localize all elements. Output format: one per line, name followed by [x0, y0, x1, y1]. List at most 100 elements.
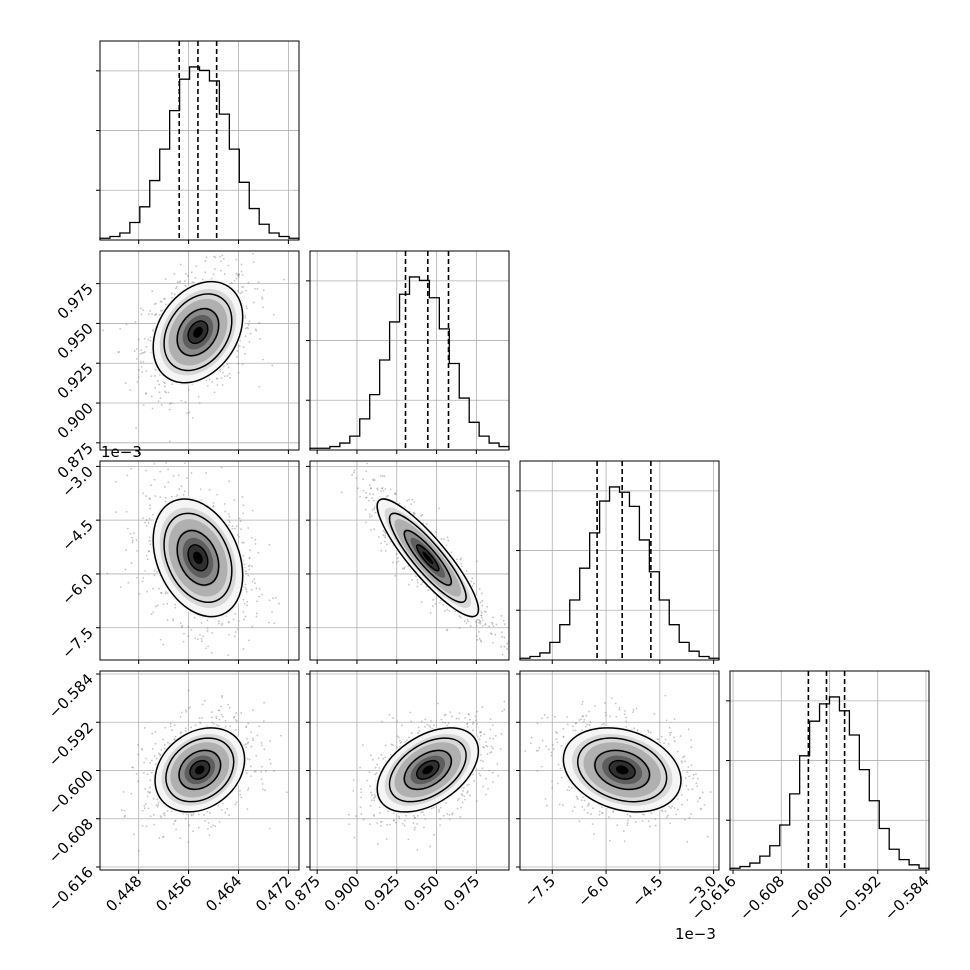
scatter-point: [503, 700, 506, 703]
scatter-point: [180, 711, 183, 714]
scatter-point: [149, 791, 152, 794]
scatter-point: [126, 527, 129, 530]
scatter-point: [394, 821, 397, 824]
scatter-point: [414, 826, 417, 829]
scatter-point: [258, 322, 261, 324]
scatter-point: [165, 591, 167, 593]
scatter-point: [204, 819, 206, 822]
scatter-point: [194, 277, 197, 279]
pair-panel-1-3: [306, 670, 510, 874]
scatter-point: [238, 345, 241, 348]
scatter-point: [213, 255, 216, 258]
scatter-point: [371, 758, 374, 761]
scatter-point: [205, 379, 208, 382]
scatter-point: [245, 726, 248, 729]
scatter-point: [102, 329, 104, 332]
scatter-point: [220, 705, 222, 708]
scatter-point: [190, 814, 193, 817]
scatter-point: [369, 785, 372, 788]
scatter-point: [394, 574, 397, 577]
scatter-point: [179, 622, 182, 624]
scatter-point: [166, 741, 169, 744]
scatter-point: [393, 493, 396, 495]
scatter-point: [141, 371, 144, 373]
scatter-point: [155, 313, 158, 315]
scatter-point: [268, 758, 271, 761]
scatter-point: [212, 824, 215, 827]
scatter-point: [197, 813, 200, 816]
scatter-point: [129, 389, 132, 391]
scatter-point: [170, 402, 173, 405]
scatter-point: [176, 494, 179, 497]
scatter-point: [365, 470, 368, 473]
scatter-point: [514, 653, 516, 655]
scatter-point: [147, 790, 149, 793]
scatter-point: [396, 720, 399, 723]
scatter-point: [479, 620, 482, 623]
scatter-point: [142, 361, 145, 363]
scatter-point: [187, 635, 190, 638]
scatter-point: [581, 805, 584, 808]
scatter-point: [351, 474, 353, 476]
scatter-point: [384, 550, 387, 552]
scatter-point: [466, 791, 469, 794]
scatter-point: [160, 310, 162, 312]
scatter-point: [152, 587, 155, 590]
scatter-point: [255, 329, 258, 332]
scatter-point: [147, 338, 150, 341]
scatter-point: [190, 629, 193, 632]
scatter-point: [382, 757, 385, 760]
scatter-point: [216, 377, 219, 380]
scatter-point: [430, 719, 432, 722]
scatter-point: [178, 488, 181, 490]
scatter-point: [146, 773, 149, 776]
scatter-point: [500, 645, 503, 648]
scatter-point: [382, 529, 385, 532]
scatter-point: [492, 625, 495, 628]
scatter-point: [491, 641, 494, 644]
scatter-point: [254, 770, 257, 773]
scatter-point: [152, 611, 155, 614]
scatter-point: [191, 281, 194, 284]
scatter-point: [676, 750, 679, 753]
scatter-point: [413, 501, 416, 503]
scatter-point: [420, 601, 423, 604]
scatter-point: [483, 610, 486, 613]
scatter-point: [179, 837, 182, 839]
scatter-point: [255, 587, 258, 590]
scatter-point: [410, 720, 413, 723]
scatter-point: [180, 731, 183, 733]
scatter-point: [164, 390, 166, 393]
scatter-point: [247, 574, 250, 577]
scatter-point: [194, 637, 197, 640]
scatter-point: [217, 709, 220, 712]
scatter-point: [152, 797, 155, 800]
scatter-point: [139, 353, 142, 355]
scatter-point: [460, 562, 463, 565]
hist-frame: [729, 670, 930, 871]
scatter-point: [404, 741, 406, 743]
scatter-point: [257, 281, 260, 284]
scatter-point: [154, 605, 157, 608]
scatter-point: [143, 804, 146, 807]
scatter-point: [114, 480, 117, 483]
scatter-point: [447, 539, 450, 542]
scatter-point: [260, 741, 263, 744]
scatter-point: [475, 800, 478, 803]
scatter-point: [239, 793, 242, 796]
scatter-point: [143, 807, 146, 810]
scatter-point: [227, 621, 230, 623]
scatter-point: [535, 750, 538, 752]
scatter-point: [479, 601, 482, 604]
scatter-point: [130, 792, 133, 795]
scatter-point: [427, 589, 430, 592]
scatter-point: [480, 617, 483, 619]
scatter-point: [409, 711, 412, 714]
scatter-point: [247, 565, 250, 568]
scatter-point: [173, 820, 176, 822]
scatter-point: [464, 798, 466, 801]
scatter-point: [489, 632, 492, 635]
scatter-point: [221, 696, 223, 699]
hist-panel-1: [306, 250, 510, 454]
scatter-point: [573, 806, 576, 809]
